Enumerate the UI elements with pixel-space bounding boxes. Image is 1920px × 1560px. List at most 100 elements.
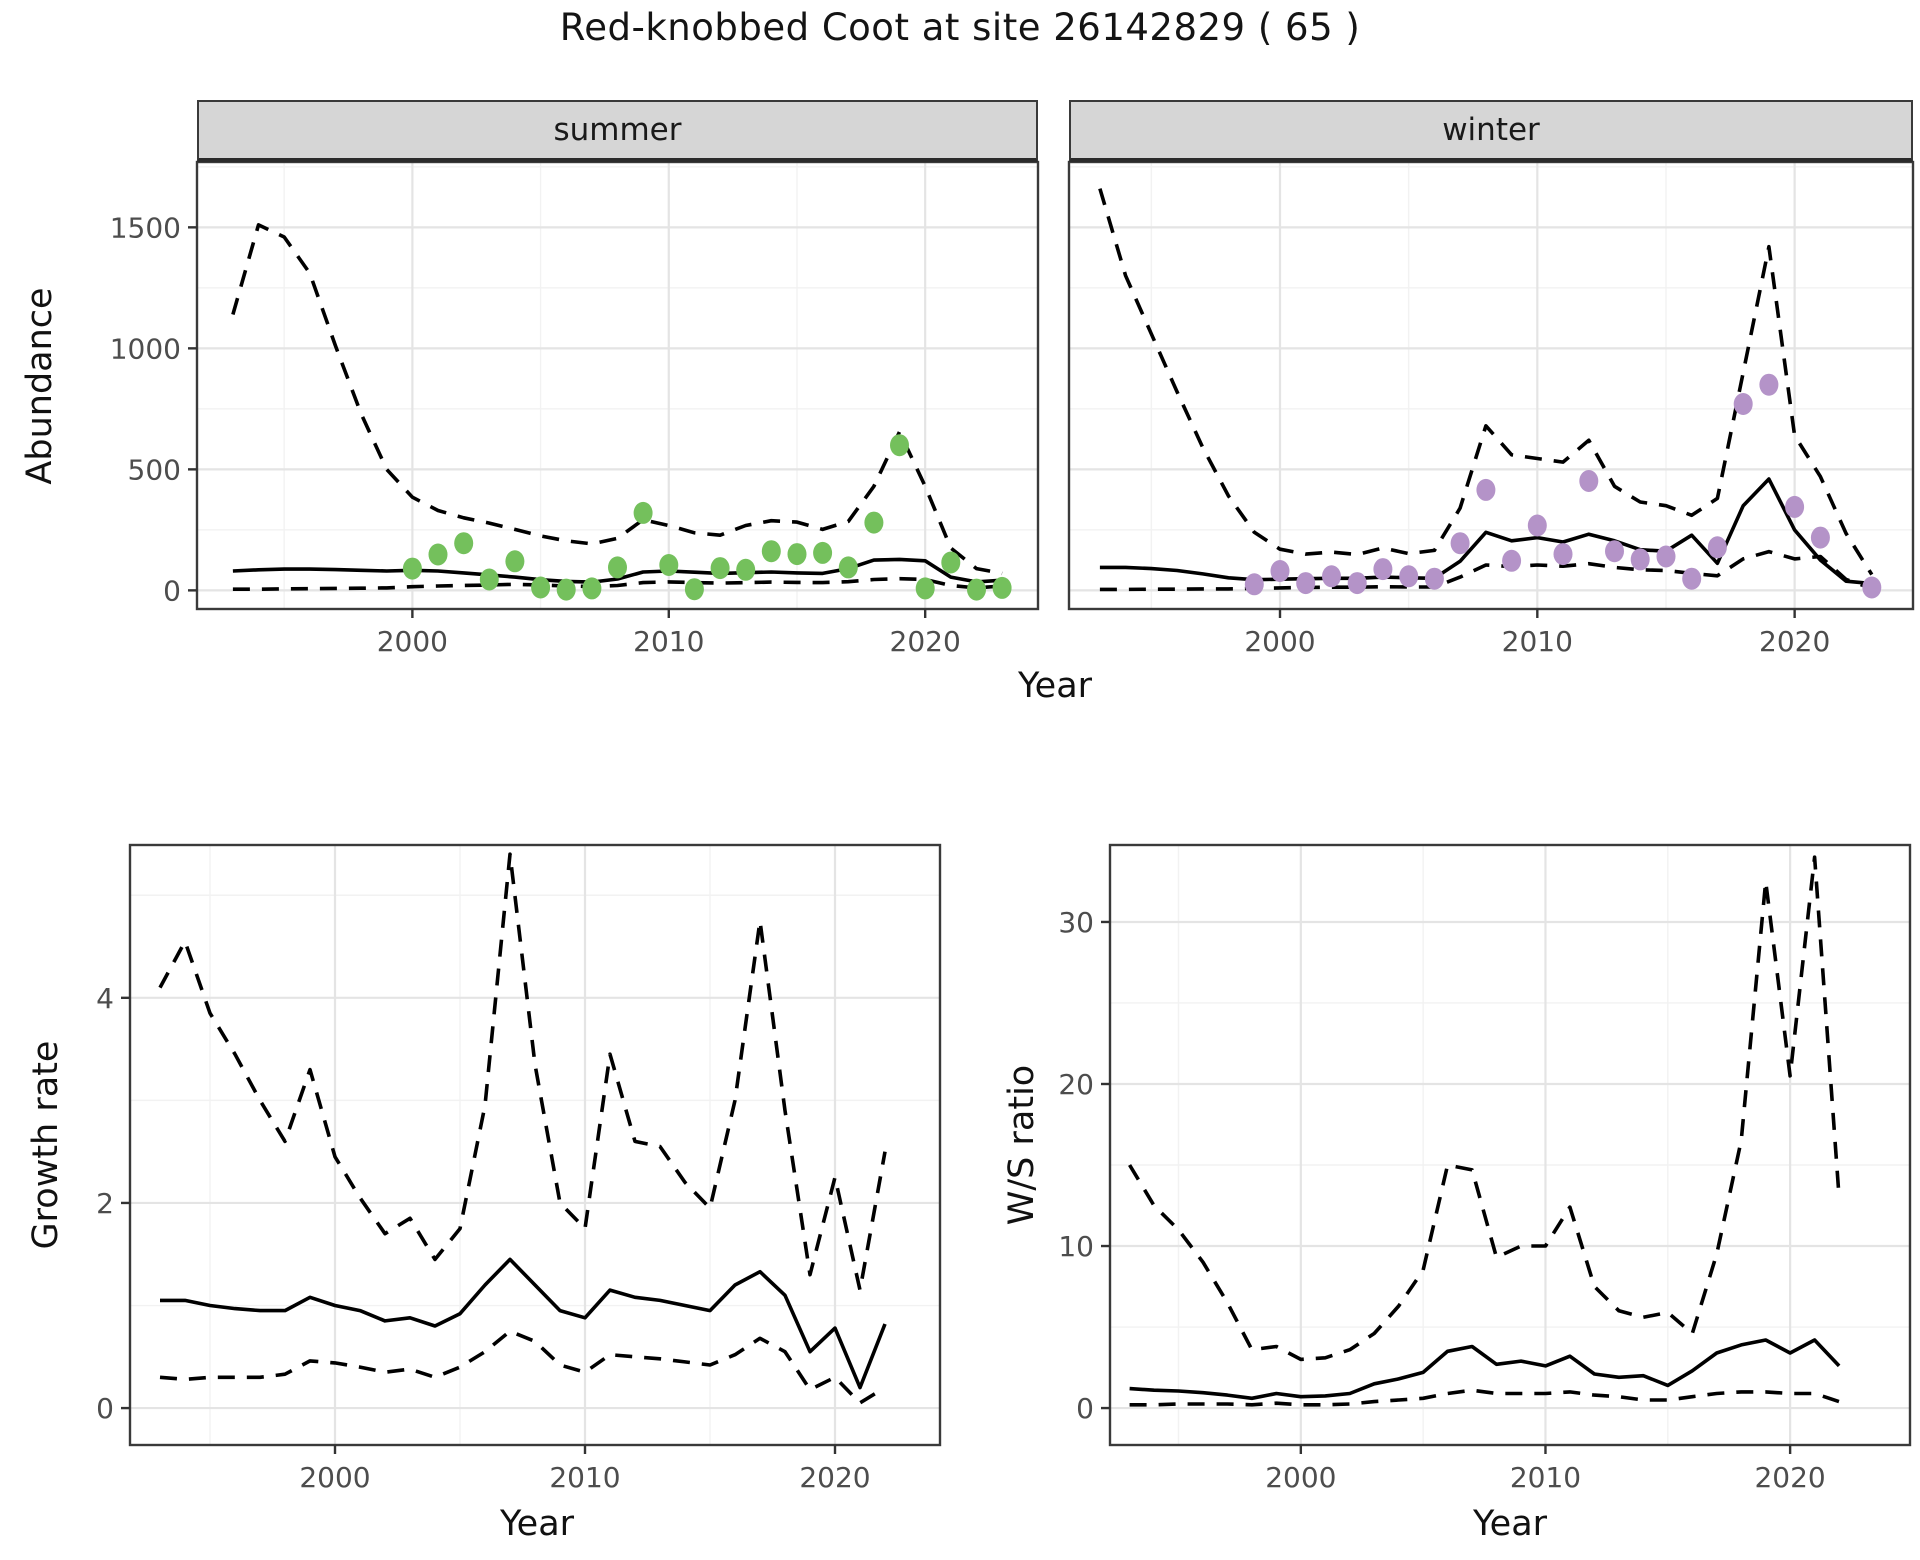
y-tick-label: 1500 <box>110 211 181 244</box>
observation-point <box>1630 548 1650 571</box>
x-tick-label: 2000 <box>377 625 448 658</box>
upper-ci-line <box>158 852 887 1292</box>
observation-point <box>1502 549 1522 572</box>
x-tick-label: 2010 <box>1510 1461 1581 1494</box>
observation-point <box>454 532 474 555</box>
observation-point <box>505 550 525 573</box>
x-tick-label: 2000 <box>1265 1461 1336 1494</box>
observation-point <box>1733 393 1753 415</box>
observation-point <box>967 578 986 601</box>
panel-growth-rate: 2000 2010 2020 0 2 4 <box>96 843 942 1494</box>
observation-point <box>1347 572 1367 595</box>
observation-point <box>1244 573 1264 596</box>
observation-point <box>992 576 1012 599</box>
observation-point <box>1424 567 1444 590</box>
observation-point <box>1553 543 1573 566</box>
y-axis-label-ws-ratio: W/S ratio <box>1002 1064 1042 1226</box>
observation-point <box>684 578 704 601</box>
x-tick-label: 2020 <box>1754 1461 1825 1494</box>
observation-point <box>1373 558 1393 581</box>
observation-point <box>1810 526 1830 549</box>
y-tick-label: 0 <box>163 574 181 607</box>
observation-point <box>1656 545 1676 568</box>
x-axis-label-year-ws: Year <box>1472 1504 1548 1544</box>
observation-point <box>787 543 807 566</box>
mean-line <box>1129 1338 1841 1401</box>
panel-border <box>128 843 942 1447</box>
observation-point <box>1707 536 1727 559</box>
observation-point <box>1759 373 1779 396</box>
lower-ci-line <box>159 1329 886 1405</box>
y-tick-label: 0 <box>96 1392 114 1425</box>
observation-point <box>941 551 961 574</box>
panel-background <box>130 845 940 1445</box>
y-tick-label: 20 <box>1058 1068 1094 1101</box>
observation-point <box>1476 478 1496 501</box>
x-tick-label: 2020 <box>799 1461 870 1494</box>
upper-ci-line <box>1098 188 1874 576</box>
lower-ci-line <box>1099 549 1873 592</box>
y-tick-label: 4 <box>96 982 114 1015</box>
x-tick-label: 2020 <box>1759 625 1830 658</box>
upper-ci-line <box>1128 855 1841 1362</box>
panel-ws-ratio: 2000 2010 2020 0 10 20 30 <box>1058 843 1912 1494</box>
facet-strip-label: winter <box>1442 112 1540 148</box>
lower-ci-line <box>1129 1388 1840 1407</box>
x-tick-label: 2010 <box>549 1461 620 1494</box>
mean-line <box>232 557 1003 584</box>
observation-point <box>890 434 909 457</box>
observation-point <box>813 541 833 564</box>
observation-point <box>402 557 422 580</box>
y-tick-label: 0 <box>1076 1392 1094 1425</box>
upper-ci-line <box>231 223 1003 576</box>
panel-abundance-summer: 2000 2010 2020 0 500 1000 1500 <box>110 160 1040 658</box>
observation-point <box>556 578 576 601</box>
observation-point <box>1682 567 1702 590</box>
y-tick-label: 10 <box>1058 1230 1094 1263</box>
observation-point <box>1270 560 1290 582</box>
panel-background <box>1069 162 1913 609</box>
facet-strip-summer: summer <box>197 100 1038 162</box>
observation-point <box>659 554 679 576</box>
observation-point <box>633 501 653 524</box>
y-tick-label: 2 <box>96 1187 114 1220</box>
panel-border <box>195 160 1040 611</box>
facet-strip-label: summer <box>553 112 682 148</box>
panel-border <box>1067 160 1915 611</box>
observation-point <box>838 556 858 579</box>
observation-point <box>761 540 781 563</box>
observation-point <box>915 577 935 600</box>
observation-point <box>428 543 448 566</box>
panel-background <box>197 162 1038 609</box>
observation-point <box>1605 540 1624 563</box>
x-tick-label: 2010 <box>633 625 704 658</box>
mean-line <box>160 1257 887 1390</box>
x-axis-label-year-top: Year <box>1017 666 1093 706</box>
x-tick-label: 2000 <box>299 1461 370 1494</box>
observation-point <box>864 511 884 534</box>
mean-line <box>1099 477 1872 586</box>
observation-point <box>1399 565 1419 588</box>
observation-point <box>1579 470 1599 492</box>
panel-border <box>1108 843 1912 1447</box>
x-axis-label-year-growth: Year <box>499 1504 575 1544</box>
observation-point <box>736 558 756 581</box>
observation-point <box>582 577 602 600</box>
observation-point <box>710 557 730 580</box>
facet-strip-winter: winter <box>1069 100 1913 162</box>
y-tick-label: 1000 <box>110 332 181 365</box>
y-tick-label: 30 <box>1058 906 1094 939</box>
y-axis-label-abundance: Abundance <box>20 287 60 485</box>
observation-point <box>1785 495 1805 518</box>
observation-point <box>479 568 499 591</box>
lower-ci-line <box>232 576 1003 592</box>
observation-point <box>1322 565 1341 588</box>
observation-point <box>1862 576 1882 599</box>
panel-abundance-winter: 2000 2010 2020 <box>1067 160 1915 658</box>
x-tick-label: 2020 <box>890 625 961 658</box>
page-title: Red-knobbed Coot at site 26142829 ( 65 ) <box>559 6 1361 49</box>
observation-point <box>1296 572 1316 595</box>
observation-point <box>608 556 627 579</box>
